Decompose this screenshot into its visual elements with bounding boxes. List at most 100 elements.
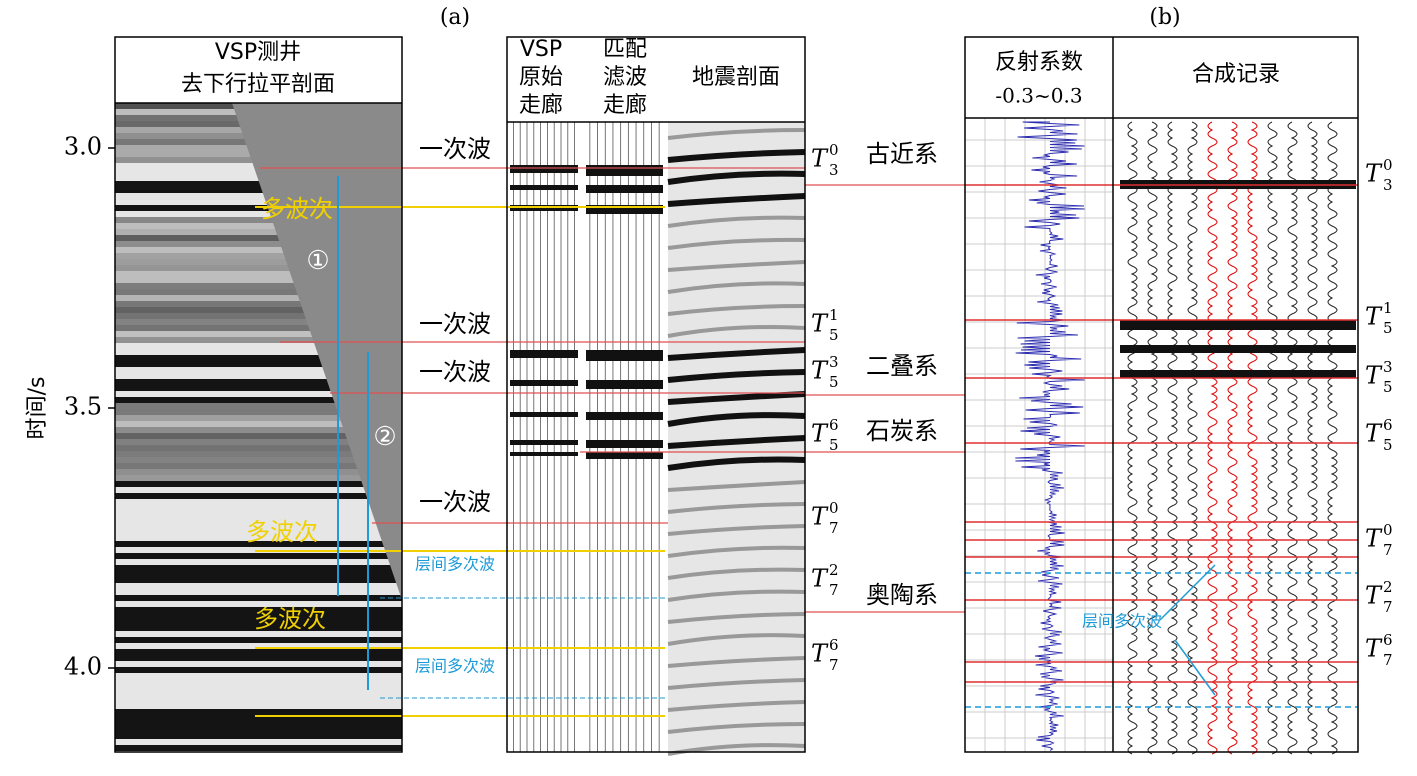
vsp-stripe <box>115 601 402 607</box>
synthetic-header: 合成记录 <box>1192 62 1280 87</box>
vsp-stripe <box>115 403 402 409</box>
vsp-stripe <box>115 355 402 361</box>
seismic-event <box>667 149 806 163</box>
seismic-event <box>667 127 806 140</box>
seismic-event <box>667 170 806 185</box>
vsp-stripe <box>115 211 402 217</box>
vsp-stripe <box>115 301 402 307</box>
horizon-sub: 3 <box>1383 176 1393 194</box>
corridor-event <box>510 380 578 386</box>
vsp-stripe <box>115 241 402 247</box>
horizon-base: T <box>811 420 829 448</box>
horizon-sup: 6 <box>1383 631 1393 649</box>
horizon-sub: 5 <box>829 436 839 454</box>
y-tick-label: 3.5 <box>64 393 102 421</box>
vsp-stripe <box>115 469 402 475</box>
corridor-frame <box>506 36 806 753</box>
synthetic-trace <box>1307 121 1318 755</box>
vsp-stripe <box>115 577 402 583</box>
horizon-base: T <box>1365 160 1383 188</box>
horizon-base: T <box>811 640 829 668</box>
vsp-stripe <box>115 361 402 367</box>
seismic-event <box>667 215 806 228</box>
horizon-base: T <box>811 310 829 338</box>
vsp-stripe <box>115 367 402 373</box>
reflectivity-trace <box>1015 121 1085 751</box>
vsp-stripe <box>115 391 402 397</box>
vsp-stripe <box>115 349 402 355</box>
synthetic-trace <box>1127 121 1138 755</box>
vsp-stripe <box>115 331 402 337</box>
vsp-stripe <box>115 193 402 199</box>
seismic-event <box>667 700 806 712</box>
horizon-base: T <box>811 145 829 173</box>
vsp-stripe <box>115 415 402 421</box>
seismic-event <box>667 545 806 558</box>
interbed-label: 层间多次波 <box>415 555 495 574</box>
synthetic-trace <box>1167 121 1178 755</box>
vsp-stripe <box>115 619 402 625</box>
vsp-title: VSP测井 <box>215 40 301 65</box>
horizon-sup: 6 <box>829 416 839 434</box>
corridor-header: VSP <box>520 37 562 62</box>
vsp-stripe <box>115 427 402 433</box>
horizon-sub: 7 <box>829 656 839 674</box>
vsp-stripe <box>115 727 402 733</box>
vsp-stripe <box>115 307 402 313</box>
synthetic-event <box>1120 320 1356 330</box>
multiple-path <box>1159 564 1216 621</box>
synthetic-trace <box>1227 121 1238 755</box>
vsp-stripe <box>115 607 402 613</box>
corridor-event <box>586 440 663 448</box>
horizon-base: T <box>1365 420 1383 448</box>
vsp-stripe <box>115 487 402 493</box>
seismic-event <box>667 480 806 492</box>
horizon-base: T <box>1365 635 1383 663</box>
vsp-stripe <box>115 613 402 619</box>
corridor-event <box>586 380 663 389</box>
vsp-stripe <box>115 529 402 535</box>
vsp-stripe <box>115 385 402 391</box>
horizon-base: T <box>1365 582 1383 610</box>
panel-b-frame <box>964 36 1359 753</box>
reflectivity-header: 反射系数 <box>995 50 1083 75</box>
seismic-event <box>667 721 806 734</box>
synthetic-event <box>1120 370 1356 378</box>
corridor-event <box>586 165 663 176</box>
vsp-stripe <box>115 511 402 517</box>
corridor-event <box>510 350 578 358</box>
vsp-stripe <box>115 217 402 223</box>
corridor-event <box>586 185 663 193</box>
horizon-sup: 0 <box>829 499 839 517</box>
seismic-event <box>667 412 806 427</box>
seismic-event <box>667 678 806 690</box>
horizon-sup: 0 <box>1383 156 1393 174</box>
y-axis-label: 时间/s <box>25 377 50 440</box>
horizon-sup: 6 <box>829 636 839 654</box>
corridor-event <box>510 452 578 456</box>
vsp-stripe <box>115 583 402 589</box>
seismic-event <box>667 260 806 272</box>
synthetic-trace <box>1247 121 1258 755</box>
vsp-stripe <box>115 595 402 601</box>
horizon-base: T <box>811 357 829 385</box>
interbed-label: 层间多次波 <box>1082 612 1162 631</box>
vsp-stripe <box>115 703 402 709</box>
reflectivity-header: -0.3~0.3 <box>995 84 1082 108</box>
horizon-sub: 5 <box>1383 319 1393 337</box>
vsp-stripe <box>115 649 402 655</box>
corridor-header: 走廊 <box>603 93 647 118</box>
vsp-stripe <box>115 199 402 205</box>
horizon-sup: 0 <box>829 141 839 159</box>
vsp-stripe <box>115 475 402 481</box>
vsp-stripe <box>115 679 402 685</box>
seismic-event <box>667 502 806 514</box>
vsp-stripe <box>115 397 402 403</box>
texture <box>115 103 1356 756</box>
vsp-stripe <box>115 559 402 565</box>
vsp-stripe <box>115 505 402 511</box>
corridor-header: 匹配 <box>603 37 647 62</box>
vsp-stripe <box>115 715 402 721</box>
horizon-sup: 3 <box>829 353 839 371</box>
